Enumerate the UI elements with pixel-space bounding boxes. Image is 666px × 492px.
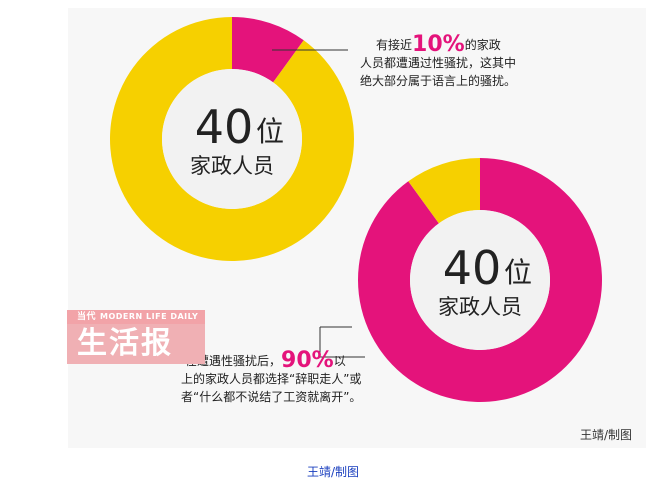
donut-2-center (410, 210, 550, 350)
watermark-banner: 当代 MODERN LIFE DAILY (67, 310, 205, 324)
annotation-2-suffix: 以 (333, 354, 346, 368)
annotation-1: 有接近10%的家政 人员都遭遇过性骚扰，这其中 绝大部分属于语言上的骚扰。 (360, 34, 517, 90)
annotation-1-line3: 绝大部分属于语言上的骚扰。 (360, 74, 517, 88)
annotation-2-percent: 90% (281, 348, 334, 373)
donut-1-center (162, 69, 302, 209)
donut-1-slice-1 (232, 17, 304, 83)
annotation-1-percent: 10% (412, 32, 465, 57)
watermark-cn-small: 当代 (77, 312, 97, 322)
annotation-2: 在遭遇性骚扰后，90%以 上的家政人员都选择“辞职走人”或 者“什么都不说结了工… (181, 350, 362, 406)
donut-2-center-unit: 位 (504, 256, 532, 289)
annotation-1-line2: 人员都遭遇过性骚扰，这其中 (360, 56, 517, 70)
donut-1-center-number: 40 (195, 100, 254, 154)
annotation-1-suffix: 的家政 (464, 38, 501, 52)
annotation-2-line3: 者“什么都不说结了工资就离开”。 (181, 390, 362, 404)
annotation-1-prefix: 有接近 (376, 38, 413, 52)
credit-inner: 王靖/制图 (579, 428, 632, 442)
donut-2-slice-1 (357, 158, 603, 402)
donut-2-slice-2 (408, 158, 480, 224)
annotation-2-prefix: 在遭遇性骚扰后， (185, 354, 282, 368)
watermark-logo-text: 生活报 (67, 324, 205, 364)
donut-1-center-label: 家政人员 (190, 154, 274, 178)
annotation-2-line2: 上的家政人员都选择“辞职走人”或 (181, 372, 362, 386)
donut-1-center-unit: 位 (256, 115, 284, 148)
credit-caption: 王靖/制图 (306, 465, 360, 479)
newspaper-watermark: 当代 MODERN LIFE DAILY 生活报 (67, 310, 205, 364)
donut-2-center-number: 40 (443, 241, 502, 295)
watermark-en: MODERN LIFE DAILY (100, 312, 199, 321)
donut-2-center-label: 家政人员 (438, 295, 522, 319)
donut-1-slice-2 (109, 17, 354, 261)
